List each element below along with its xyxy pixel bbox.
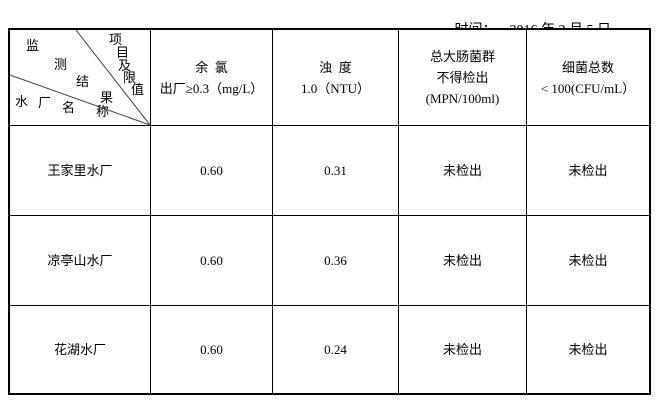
column-header-turbidity: 浊 度 1.0（NTU） bbox=[272, 30, 398, 125]
water-quality-table: 监测结果 项目及限值 水厂名称 余 氯 出厂≥0.3（mg/L） 浊 度 1.0… bbox=[8, 28, 651, 395]
row-header-plant-huahu: 花湖水厂 bbox=[10, 305, 150, 393]
value-turbidity: 0.36 bbox=[272, 215, 398, 305]
column-header-residual-chlorine: 余 氯 出厂≥0.3（mg/L） bbox=[150, 30, 272, 125]
value-chlorine: 0.60 bbox=[150, 125, 272, 215]
diagonal-divider-lines bbox=[10, 30, 150, 125]
value-coliform: 未检出 bbox=[398, 215, 526, 305]
column-header-line: 不得检出 bbox=[436, 70, 489, 85]
value-bacteria: 未检出 bbox=[526, 305, 649, 393]
column-header-line: 出厂≥0.3（mg/L） bbox=[159, 80, 264, 96]
diagonal-header-cell: 监测结果 项目及限值 水厂名称 bbox=[10, 30, 150, 125]
column-header-line: 总大肠菌群 bbox=[429, 49, 495, 64]
value-turbidity: 0.31 bbox=[272, 125, 398, 215]
column-header-line: < 100(CFU/mL） bbox=[540, 80, 636, 96]
column-header-line: (MPN/100ml) bbox=[425, 91, 500, 106]
value-bacteria: 未检出 bbox=[526, 125, 649, 215]
column-header-line: 细菌总数 bbox=[561, 59, 614, 75]
value-chlorine: 0.60 bbox=[150, 215, 272, 305]
column-header-line: 浊 度 bbox=[319, 59, 352, 75]
column-header-total-bacteria: 细菌总数 < 100(CFU/mL） bbox=[526, 30, 649, 125]
value-coliform: 未检出 bbox=[398, 305, 526, 393]
row-header-plant-liangtingshan: 凉亭山水厂 bbox=[10, 215, 150, 305]
value-bacteria: 未检出 bbox=[526, 215, 649, 305]
value-turbidity: 0.24 bbox=[272, 305, 398, 393]
column-header-total-coliform: 总大肠菌群 不得检出 (MPN/100ml) bbox=[398, 30, 526, 125]
row-header-plant-wangjiali: 王家里水厂 bbox=[10, 125, 150, 215]
value-chlorine: 0.60 bbox=[150, 305, 272, 393]
value-coliform: 未检出 bbox=[398, 125, 526, 215]
column-header-line: 1.0（NTU） bbox=[301, 80, 370, 96]
column-header-line: 余 氯 bbox=[195, 59, 228, 75]
